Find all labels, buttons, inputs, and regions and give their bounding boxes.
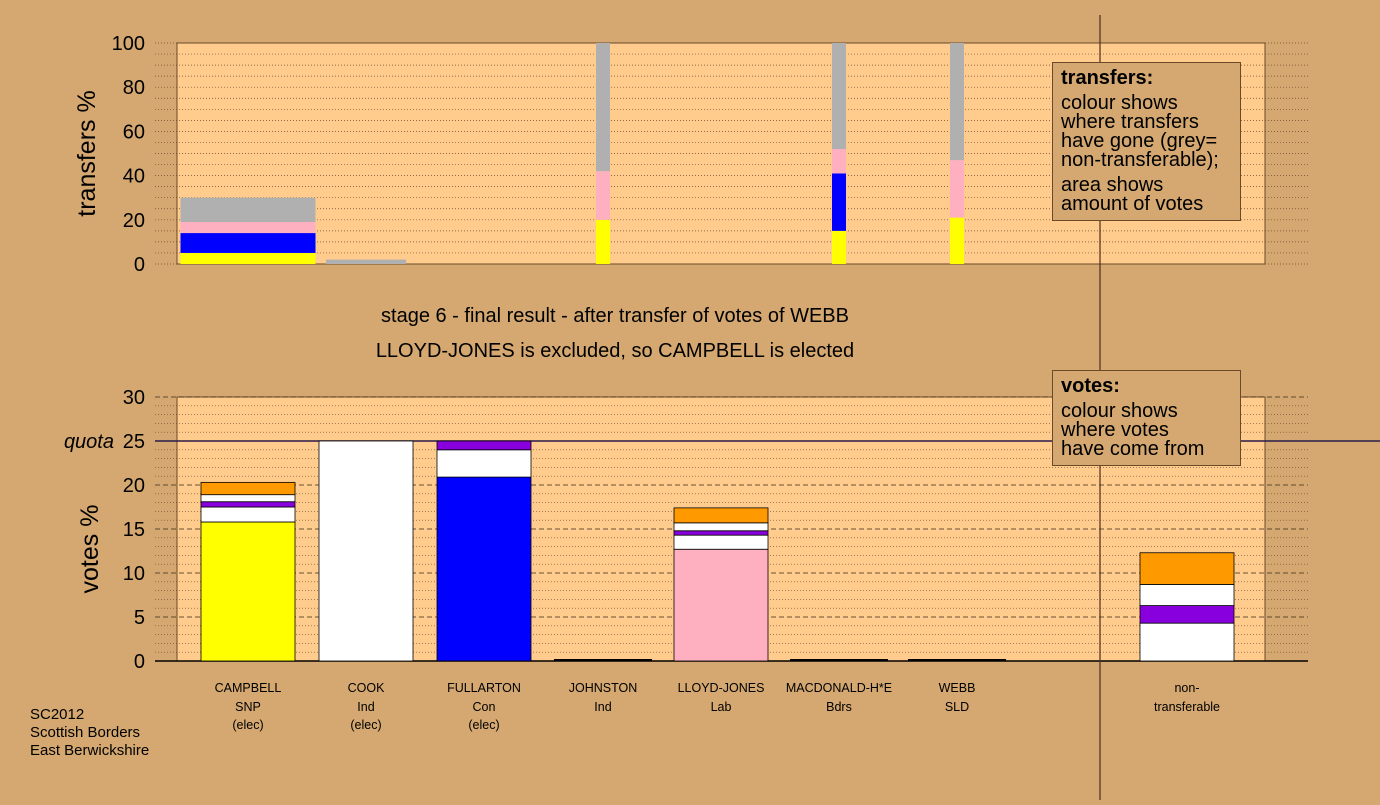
votes-legend-line: where votes xyxy=(1061,419,1169,441)
quota-value: 25 xyxy=(123,431,145,453)
transfers-legend-line: where transfers xyxy=(1061,111,1199,133)
votes-y-axis-label: votes % xyxy=(76,505,104,594)
vote-segment xyxy=(1139,552,1235,585)
vote-segment xyxy=(200,501,296,508)
transfers-y-tick: 60 xyxy=(123,121,145,143)
candidate-name-label: COOK xyxy=(348,681,385,695)
candidate-name-label: MACDONALD-H*E xyxy=(786,681,892,695)
transfers-legend: transfers: colour shows where transfers … xyxy=(1052,62,1241,221)
candidate-party-label: Lab xyxy=(711,700,732,714)
vote-segment xyxy=(436,476,532,662)
vote-segment xyxy=(436,440,532,451)
transfer-segment xyxy=(180,197,316,223)
vote-segment xyxy=(673,534,769,550)
transfers-y-tick: 100 xyxy=(112,33,145,55)
votes-y-tick: 30 xyxy=(123,387,145,409)
transfers-legend-line: non-transferable); xyxy=(1061,149,1219,171)
votes-legend-line: have come from xyxy=(1061,438,1205,460)
footer-line: Scottish Borders xyxy=(30,724,141,741)
votes-legend-heading: votes: xyxy=(1061,375,1120,397)
vote-segment xyxy=(436,449,532,478)
transfer-segment xyxy=(180,222,316,234)
transfers-y-tick: 0 xyxy=(134,254,145,276)
candidate-status-label: (elec) xyxy=(232,718,263,732)
candidate-name-label: CAMPBELL xyxy=(215,681,282,695)
vote-segment xyxy=(318,440,414,662)
candidate-party-label: Ind xyxy=(357,700,374,714)
votes-y-tick: 10 xyxy=(123,563,145,585)
votes-y-tick: 15 xyxy=(123,519,145,541)
candidate-party-label: Con xyxy=(473,700,496,714)
vote-segment xyxy=(200,506,296,523)
vote-segment xyxy=(1139,622,1235,662)
transfers-legend-line: amount of votes xyxy=(1061,193,1204,215)
transfer-segment xyxy=(832,230,846,264)
transfer-segment xyxy=(950,160,964,218)
vote-segment xyxy=(673,522,769,532)
transfer-segment xyxy=(950,43,964,161)
candidate-name-label: JOHNSTON xyxy=(569,681,638,695)
candidate-party-label: Bdrs xyxy=(826,700,852,714)
votes-y-tick: 5 xyxy=(134,607,145,629)
transfer-segment xyxy=(832,43,846,150)
transfers-y-tick: 80 xyxy=(123,77,145,99)
candidate-party-label: SLD xyxy=(945,700,969,714)
transfers-y-tick: 20 xyxy=(123,210,145,232)
stage-subtitle: LLOYD-JONES is excluded, so CAMPBELL is … xyxy=(375,340,855,362)
transfers-legend-line: have gone (grey= xyxy=(1061,130,1218,152)
stage-title: stage 6 - final result - after transfer … xyxy=(381,305,849,327)
candidate-party-label: Ind xyxy=(594,700,611,714)
transfers-legend-heading: transfers: xyxy=(1061,67,1154,89)
votes-legend-line: colour shows xyxy=(1061,400,1178,422)
vote-segment xyxy=(1139,605,1235,624)
transfer-segment xyxy=(180,233,316,253)
candidate-party-label: transferable xyxy=(1154,700,1220,714)
transfer-segment xyxy=(832,149,846,174)
transfer-segment xyxy=(326,259,406,264)
transfer-segment xyxy=(950,217,964,264)
transfers-legend-line: colour shows xyxy=(1061,92,1178,114)
footer-caption: SC2012 Scottish Borders East Berwickshir… xyxy=(30,706,149,760)
candidate-name-label: FULLARTON xyxy=(447,681,521,695)
vote-segment xyxy=(200,521,296,662)
vote-segment xyxy=(200,481,296,496)
votes-y-tick: 20 xyxy=(123,475,145,497)
candidate-status-label: (elec) xyxy=(468,718,499,732)
footer-line: East Berwickshire xyxy=(30,742,150,759)
transfers-legend-line: area shows xyxy=(1061,174,1164,196)
vote-segment xyxy=(673,507,769,524)
votes-y-tick: 0 xyxy=(134,651,145,673)
transfers-y-axis-label: transfers % xyxy=(73,90,101,216)
candidate-name-label: WEBB xyxy=(939,681,976,695)
votes-legend: votes: colour shows where votes have com… xyxy=(1052,370,1241,466)
transfer-segment xyxy=(832,173,846,231)
quota-label: quota xyxy=(64,431,114,453)
candidate-name-label: LLOYD-JONES xyxy=(678,681,765,695)
candidate-name-label: non- xyxy=(1174,681,1199,695)
transfer-segment xyxy=(596,219,610,264)
vote-segment xyxy=(673,530,769,536)
vote-segment xyxy=(200,494,296,503)
transfer-segment xyxy=(180,252,316,264)
candidate-status-label: (elec) xyxy=(350,718,381,732)
vote-segment xyxy=(1139,584,1235,606)
vote-segment xyxy=(673,548,769,662)
candidate-party-label: SNP xyxy=(235,700,261,714)
transfer-segment xyxy=(596,43,610,172)
footer-line: SC2012 xyxy=(30,706,85,723)
transfer-segment xyxy=(596,171,610,220)
transfers-y-tick: 40 xyxy=(123,166,145,188)
